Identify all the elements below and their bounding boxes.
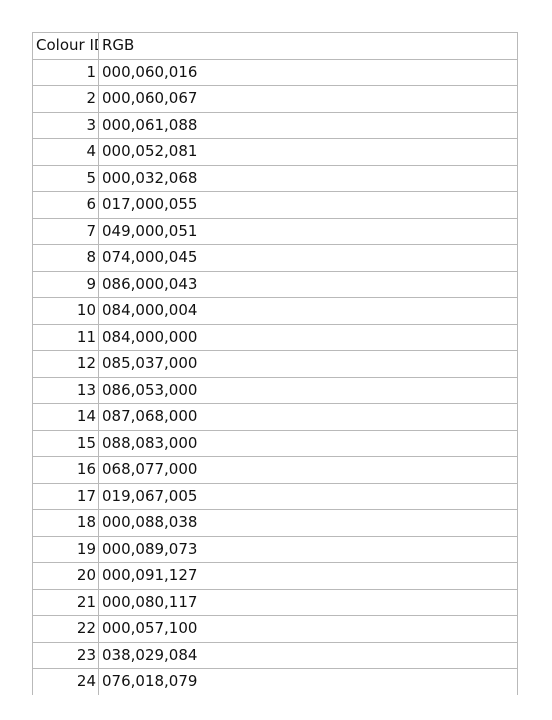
table-row: 22 000,057,100 — [32, 615, 518, 643]
table-row: 23 038,029,084 — [32, 641, 518, 669]
header-cell-rgb[interactable]: RGB — [98, 32, 518, 60]
cell-colour-id[interactable]: 22 — [32, 615, 99, 643]
cell-colour-id[interactable]: 11 — [32, 323, 99, 351]
cell-rgb[interactable]: 049,000,051 — [98, 217, 518, 245]
table-row: 1 000,060,016 — [32, 58, 518, 86]
table-row: 12 085,037,000 — [32, 350, 518, 378]
cell-rgb[interactable]: 086,053,000 — [98, 376, 518, 404]
cell-rgb[interactable]: 000,080,117 — [98, 588, 518, 616]
table-row: 16 068,077,000 — [32, 456, 518, 484]
table-row: 10 084,000,004 — [32, 297, 518, 325]
cell-colour-id[interactable]: 16 — [32, 456, 99, 484]
table-row: 7 049,000,051 — [32, 217, 518, 245]
table-row: 14 087,068,000 — [32, 403, 518, 431]
table-row: 21 000,080,117 — [32, 588, 518, 616]
cell-colour-id[interactable]: 4 — [32, 138, 99, 166]
cell-colour-id[interactable]: 9 — [32, 270, 99, 298]
cell-colour-id[interactable]: 8 — [32, 244, 99, 272]
cell-rgb[interactable]: 000,061,088 — [98, 111, 518, 139]
cell-colour-id[interactable]: 12 — [32, 350, 99, 378]
cell-colour-id[interactable]: 21 — [32, 588, 99, 616]
cell-rgb[interactable]: 085,037,000 — [98, 350, 518, 378]
cell-colour-id[interactable]: 1 — [32, 58, 99, 86]
cell-colour-id[interactable]: 10 — [32, 297, 99, 325]
cell-colour-id[interactable]: 17 — [32, 482, 99, 510]
cell-rgb[interactable]: 017,000,055 — [98, 191, 518, 219]
header-row: Colour ID RGB — [32, 32, 518, 60]
cell-colour-id[interactable]: 20 — [32, 562, 99, 590]
cell-colour-id[interactable]: 7 — [32, 217, 99, 245]
cell-rgb[interactable]: 076,018,079 — [98, 668, 518, 695]
table-row: 5 000,032,068 — [32, 164, 518, 192]
cell-rgb[interactable]: 000,052,081 — [98, 138, 518, 166]
cell-colour-id[interactable]: 5 — [32, 164, 99, 192]
cell-colour-id[interactable]: 2 — [32, 85, 99, 113]
table-row: 20 000,091,127 — [32, 562, 518, 590]
cell-rgb[interactable]: 038,029,084 — [98, 641, 518, 669]
cell-rgb[interactable]: 000,057,100 — [98, 615, 518, 643]
header-cell-colour-id[interactable]: Colour ID — [32, 32, 99, 60]
cell-rgb[interactable]: 088,083,000 — [98, 429, 518, 457]
cell-rgb[interactable]: 000,060,067 — [98, 85, 518, 113]
table-row: 8 074,000,045 — [32, 244, 518, 272]
cell-colour-id[interactable]: 24 — [32, 668, 99, 695]
cell-rgb[interactable]: 000,088,038 — [98, 509, 518, 537]
cell-colour-id[interactable]: 19 — [32, 535, 99, 563]
cell-rgb[interactable]: 000,091,127 — [98, 562, 518, 590]
cell-rgb[interactable]: 084,000,004 — [98, 297, 518, 325]
table-row: 4 000,052,081 — [32, 138, 518, 166]
colour-table: Colour ID RGB 1 000,060,016 2 000,060,067 3 0… — [32, 32, 518, 695]
table-row: 17 019,067,005 — [32, 482, 518, 510]
cell-colour-id[interactable]: 13 — [32, 376, 99, 404]
cell-colour-id[interactable]: 23 — [32, 641, 99, 669]
table-row: 24 076,018,079 — [32, 668, 518, 695]
table-row: 3 000,061,088 — [32, 111, 518, 139]
cell-colour-id[interactable]: 6 — [32, 191, 99, 219]
cell-rgb[interactable]: 000,032,068 — [98, 164, 518, 192]
table-row: 13 086,053,000 — [32, 376, 518, 404]
cell-colour-id[interactable]: 18 — [32, 509, 99, 537]
table-row: 19 000,089,073 — [32, 535, 518, 563]
cell-rgb[interactable]: 019,067,005 — [98, 482, 518, 510]
table-row: 11 084,000,000 — [32, 323, 518, 351]
cell-colour-id[interactable]: 14 — [32, 403, 99, 431]
cell-rgb[interactable]: 084,000,000 — [98, 323, 518, 351]
table-row: 9 086,000,043 — [32, 270, 518, 298]
cell-rgb[interactable]: 074,000,045 — [98, 244, 518, 272]
cell-rgb[interactable]: 087,068,000 — [98, 403, 518, 431]
cell-rgb[interactable]: 000,089,073 — [98, 535, 518, 563]
table-row: 2 000,060,067 — [32, 85, 518, 113]
cell-rgb[interactable]: 068,077,000 — [98, 456, 518, 484]
cell-rgb[interactable]: 000,060,016 — [98, 58, 518, 86]
colour-table-body: Colour ID RGB 1 000,060,016 2 000,060,067 3 0… — [32, 32, 518, 695]
cell-rgb[interactable]: 086,000,043 — [98, 270, 518, 298]
cell-colour-id[interactable]: 3 — [32, 111, 99, 139]
table-row: 18 000,088,038 — [32, 509, 518, 537]
table-row: 6 017,000,055 — [32, 191, 518, 219]
table-row: 15 088,083,000 — [32, 429, 518, 457]
cell-colour-id[interactable]: 15 — [32, 429, 99, 457]
